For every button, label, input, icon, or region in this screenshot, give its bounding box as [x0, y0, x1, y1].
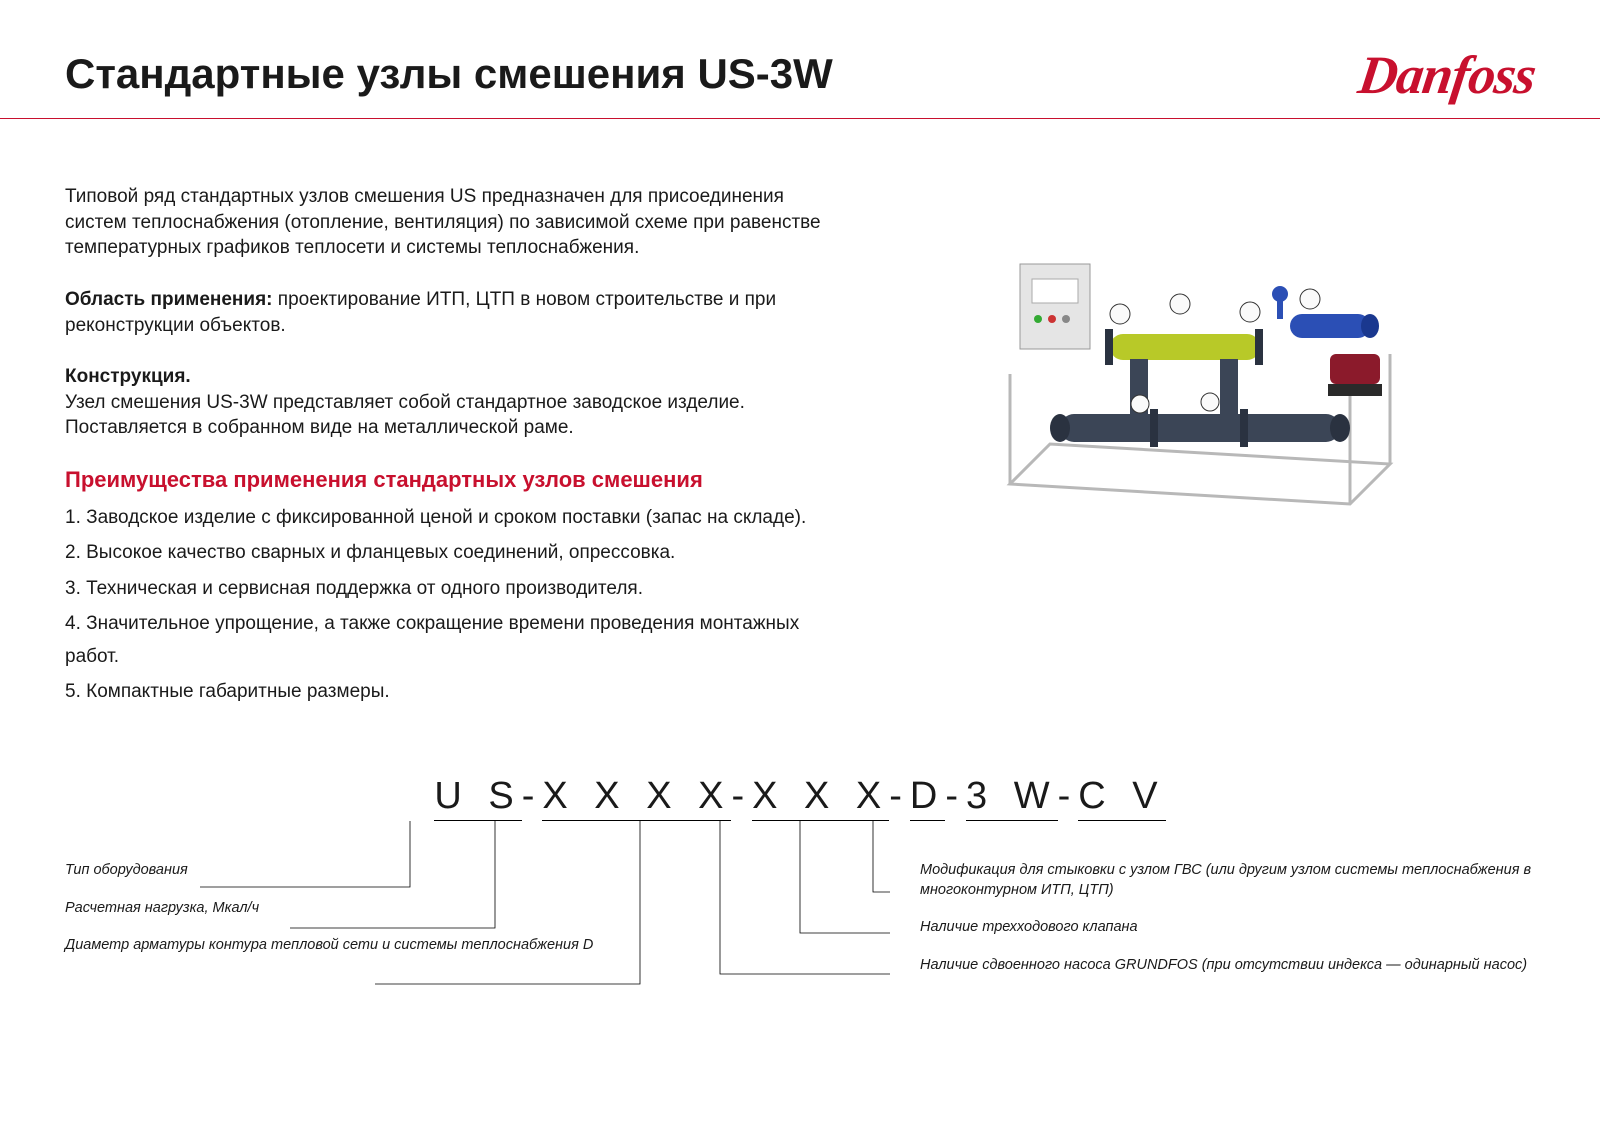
code-part: C V: [1078, 775, 1165, 821]
code-part: D: [910, 775, 945, 821]
advantages-list: 1. Заводское изделие с фиксированной цен…: [65, 501, 825, 709]
code-label-left: Диаметр арматуры контура тепловой сети и…: [65, 936, 800, 956]
construction-paragraph: Конструкция. Узел смешения US-3W предста…: [65, 364, 825, 441]
product-code: U S - X X X X - X X X - D - 3 W - C V: [65, 775, 1535, 821]
advantages-heading: Преимущества применения стандартных узло…: [65, 467, 825, 493]
code-label-right: Модификация для стыковки с узлом ГВС (ил…: [920, 861, 1535, 900]
product-code-diagram: U S - X X X X - X X X - D - 3 W - C V Ти…: [65, 775, 1535, 993]
code-part: X X X X: [542, 775, 731, 821]
construction-text: Узел смешения US-3W представляет собой с…: [65, 392, 745, 439]
code-sep: -: [889, 775, 910, 821]
code-sep: -: [945, 775, 966, 821]
product-illustration: [990, 204, 1410, 524]
list-item: 5. Компактные габаритные размеры.: [65, 675, 825, 708]
code-part: X X X: [752, 775, 889, 821]
code-label-left: Тип оборудования: [65, 861, 800, 881]
code-sep: -: [522, 775, 543, 821]
list-item: 1. Заводское изделие с фиксированной цен…: [65, 501, 825, 534]
code-part: U S: [434, 775, 521, 821]
application-paragraph: Область применения: проектирование ИТП, …: [65, 287, 825, 338]
list-item: 4. Значительное упрощение, а также сокра…: [65, 607, 825, 674]
page-title: Стандартные узлы смешения US-3W: [65, 50, 833, 98]
brand-logo: Danfoss: [1355, 44, 1540, 106]
code-part: 3 W: [966, 775, 1058, 821]
code-sep: -: [1058, 775, 1079, 821]
construction-label: Конструкция.: [65, 366, 191, 387]
code-sep: -: [731, 775, 752, 821]
code-label-left: Расчетная нагрузка, Мкал/ч: [65, 899, 800, 919]
list-item: 3. Техническая и сервисная поддержка от …: [65, 572, 825, 605]
code-label-right: Наличие трехходового клапана: [920, 918, 1535, 938]
list-item: 2. Высокое качество сварных и фланцевых …: [65, 536, 825, 569]
code-label-right: Наличие сдвоенного насоса GRUNDFOS (при …: [920, 956, 1535, 976]
application-label: Область применения:: [65, 289, 273, 310]
divider-red: [0, 118, 1600, 119]
intro-paragraph: Типовой ряд стандартных узлов смешения U…: [65, 184, 825, 261]
